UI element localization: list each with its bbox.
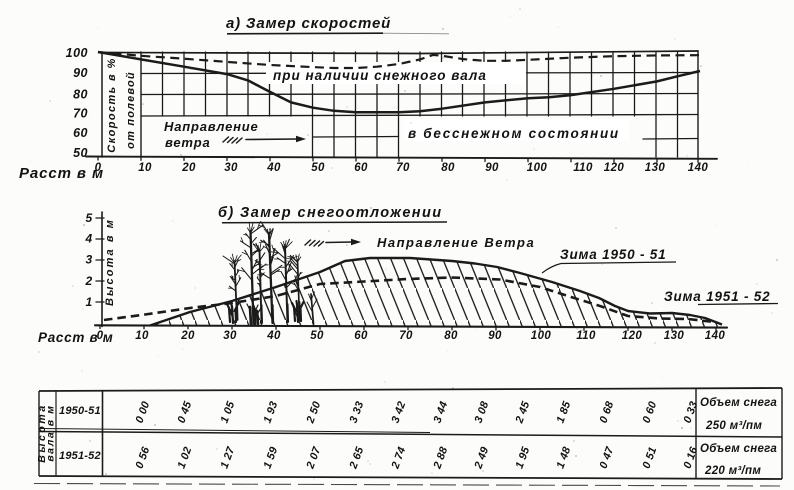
svg-text:1 48: 1 48 [555, 445, 574, 471]
svg-text:Направление: Направление [164, 119, 259, 134]
svg-text:0: 0 [97, 330, 104, 342]
svg-text:0: 0 [95, 162, 102, 174]
svg-text:2 65: 2 65 [347, 445, 366, 472]
svg-text:20: 20 [180, 330, 195, 342]
svg-text:б) Замер снегоотложении: б) Замер снегоотложении [218, 205, 442, 221]
svg-text:2 45: 2 45 [513, 399, 532, 426]
svg-text:60: 60 [354, 330, 368, 342]
svg-text:в бесснежном состоянии: в бесснежном состоянии [408, 126, 620, 141]
svg-text:3 08: 3 08 [473, 399, 492, 425]
svg-text:140: 140 [688, 162, 709, 174]
svg-text:4: 4 [85, 232, 93, 246]
svg-text:60: 60 [354, 162, 368, 174]
svg-text:Высота в м: Высота в м [104, 218, 116, 306]
svg-text:30: 30 [224, 162, 238, 174]
svg-text:3 33: 3 33 [348, 400, 367, 425]
svg-text:0 51: 0 51 [641, 445, 660, 470]
svg-text:100: 100 [527, 162, 548, 174]
svg-text:3 42: 3 42 [390, 400, 409, 425]
svg-text:2 88: 2 88 [431, 445, 450, 472]
svg-text:Направление Ветра: Направление Ветра [377, 235, 535, 250]
svg-text:Расст в м: Расст в м [38, 330, 113, 345]
svg-text:2 50: 2 50 [304, 399, 323, 426]
svg-text:а) Замер скоростей: а) Замер скоростей [226, 15, 391, 32]
svg-text:вала в м: вала в м [45, 404, 57, 461]
svg-text:2: 2 [85, 274, 93, 288]
svg-text:50: 50 [310, 330, 324, 342]
svg-text:50: 50 [73, 146, 88, 160]
svg-text:при наличии снежного вала: при наличии снежного вала [273, 68, 487, 83]
svg-text:3 44: 3 44 [432, 400, 451, 425]
svg-text:1 93: 1 93 [262, 400, 281, 425]
svg-text:0 60: 0 60 [641, 399, 660, 425]
svg-text:1 95: 1 95 [514, 445, 533, 471]
svg-text:Расст в м: Расст в м [19, 165, 104, 182]
svg-text:120: 120 [622, 330, 643, 342]
svg-text:40: 40 [266, 330, 281, 342]
svg-text:70: 70 [73, 107, 88, 121]
svg-text:100: 100 [531, 330, 552, 342]
svg-text:30: 30 [223, 330, 237, 342]
svg-text:100: 100 [66, 46, 88, 60]
svg-text:70: 70 [399, 330, 413, 342]
svg-text:1 05: 1 05 [219, 399, 238, 425]
svg-text:1950-51: 1950-51 [59, 405, 101, 417]
svg-text:Высота: Высота [36, 403, 48, 463]
svg-text:1951-52: 1951-52 [59, 450, 101, 462]
svg-text:0 56: 0 56 [134, 445, 153, 471]
svg-text:40: 40 [266, 162, 281, 174]
svg-text:90: 90 [488, 330, 502, 342]
svg-text:0 47: 0 47 [598, 445, 617, 471]
svg-text:Зима 1950 - 51: Зима 1950 - 51 [560, 247, 666, 262]
svg-text:90: 90 [485, 162, 499, 174]
svg-text:ветра: ветра [165, 135, 211, 150]
svg-text:80: 80 [444, 330, 458, 342]
svg-text:120: 120 [604, 162, 625, 174]
svg-text:1 59: 1 59 [262, 445, 281, 471]
svg-text:130: 130 [645, 162, 666, 174]
svg-text:10: 10 [135, 330, 149, 342]
svg-text:0 33: 0 33 [682, 400, 701, 425]
svg-text:110: 110 [576, 330, 596, 342]
svg-text:2 49: 2 49 [472, 445, 491, 472]
svg-text:80: 80 [441, 162, 455, 174]
svg-text:1 27: 1 27 [219, 445, 238, 471]
svg-text:130: 130 [664, 330, 685, 342]
svg-text:Скорость в %: Скорость в % [106, 57, 118, 152]
svg-text:2 74: 2 74 [389, 445, 408, 471]
svg-text:от полевой: от полевой [125, 71, 137, 149]
svg-text:20: 20 [181, 162, 196, 174]
svg-text:Объем снега: Объем снега [700, 443, 777, 455]
svg-text:0 45: 0 45 [176, 399, 195, 425]
svg-text:0 16: 0 16 [682, 445, 701, 471]
svg-text:1: 1 [86, 295, 93, 309]
svg-text:0 68: 0 68 [598, 399, 617, 425]
svg-text:5: 5 [86, 211, 93, 225]
svg-text:70: 70 [396, 162, 410, 174]
svg-text:1 85: 1 85 [555, 399, 574, 425]
svg-text:Зима 1951 - 52: Зима 1951 - 52 [664, 289, 770, 304]
svg-text:2 07: 2 07 [304, 445, 323, 472]
svg-text:250 м³/пм: 250 м³/пм [705, 420, 762, 432]
svg-text:Объем снега: Объем снега [700, 397, 777, 409]
svg-text:220 м³/пм: 220 м³/пм [704, 465, 761, 477]
svg-text:50: 50 [311, 162, 325, 174]
svg-text:140: 140 [705, 330, 726, 342]
svg-text:60: 60 [73, 126, 88, 140]
svg-text:1 02: 1 02 [176, 445, 195, 470]
svg-text:0 00: 0 00 [134, 399, 153, 425]
svg-text:110: 110 [573, 162, 593, 174]
svg-text:90: 90 [73, 66, 88, 80]
svg-text:3: 3 [86, 253, 93, 267]
svg-text:80: 80 [73, 88, 88, 102]
svg-text:10: 10 [138, 162, 152, 174]
